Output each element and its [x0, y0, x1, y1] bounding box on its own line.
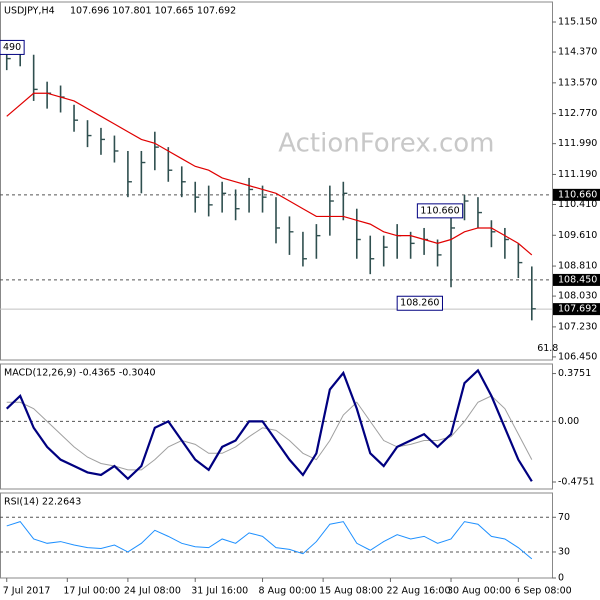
panel-frame: [0, 363, 553, 490]
panel-subtitle: 107.696 107.801 107.665 107.692: [70, 6, 236, 17]
y-tick-label: 110.410: [558, 199, 597, 210]
panel-title: MACD(12,26,9) -0.4365 -0.3040: [4, 368, 156, 379]
annotation-box: [0, 39, 25, 55]
x-tick-label: 24 Jul 08:00: [124, 586, 181, 597]
y-tick-label: 114.370: [558, 47, 597, 58]
x-tick-label: 30 Aug 00:00: [447, 586, 511, 597]
y-tick-label: 0: [558, 573, 564, 584]
indicator-line: [6, 521, 533, 560]
level-label: 108.450: [558, 274, 597, 285]
y-tick-label: 112.770: [558, 108, 597, 119]
panel-title: RSI(14) 22.2643: [4, 497, 81, 508]
indicator-line: [5, 368, 533, 482]
level-label-box: [553, 188, 600, 201]
annotation: 490: [3, 42, 21, 53]
level-label-box: [553, 303, 600, 316]
level-label: 110.660: [558, 189, 597, 200]
moving-average: [6, 92, 533, 256]
x-tick-label: 15 Aug 08:00: [319, 586, 383, 597]
level-label-box: [553, 273, 600, 286]
x-tick-label: 17 Jul 00:00: [63, 586, 120, 597]
annotation: 61.8: [537, 343, 558, 354]
x-tick-label: 7 Jul 2017: [3, 586, 51, 597]
panel-title: USDJPY,H4: [4, 6, 55, 17]
y-tick-label: 0.00: [558, 416, 579, 427]
x-tick-label: 6 Sep 08:00: [514, 586, 571, 597]
annotation: 108.260: [400, 298, 439, 309]
watermark: ActionForex.com: [278, 129, 494, 159]
y-tick-label: 115.150: [558, 17, 597, 28]
annotation-box: [416, 203, 464, 219]
y-tick-label: -0.4751: [558, 476, 595, 487]
y-tick-label: 111.190: [558, 169, 597, 180]
y-tick-label: 109.610: [558, 230, 597, 241]
x-tick-label: 31 Jul 16:00: [191, 586, 248, 597]
x-tick-label: 8 Aug 00:00: [259, 586, 317, 597]
panel-frame: [0, 492, 553, 579]
y-tick-label: 107.230: [558, 321, 597, 332]
y-tick-label: 111.990: [558, 138, 597, 149]
y-tick-label: 108.810: [558, 261, 597, 272]
y-tick-label: 113.570: [558, 77, 597, 88]
annotation: 110.660: [420, 205, 459, 216]
y-tick-label: 108.030: [558, 291, 597, 302]
y-tick-label: 0.3751: [558, 368, 591, 379]
y-tick-label: 70: [558, 512, 570, 523]
y-tick-label: 30: [558, 546, 570, 557]
indicator-line: [6, 395, 533, 471]
panel-frame: [0, 1, 553, 361]
x-tick-label: 22 Aug 16:00: [386, 586, 450, 597]
level-label: 107.692: [558, 304, 597, 315]
annotation-box: [396, 295, 443, 311]
y-tick-label: 106.450: [558, 351, 597, 362]
